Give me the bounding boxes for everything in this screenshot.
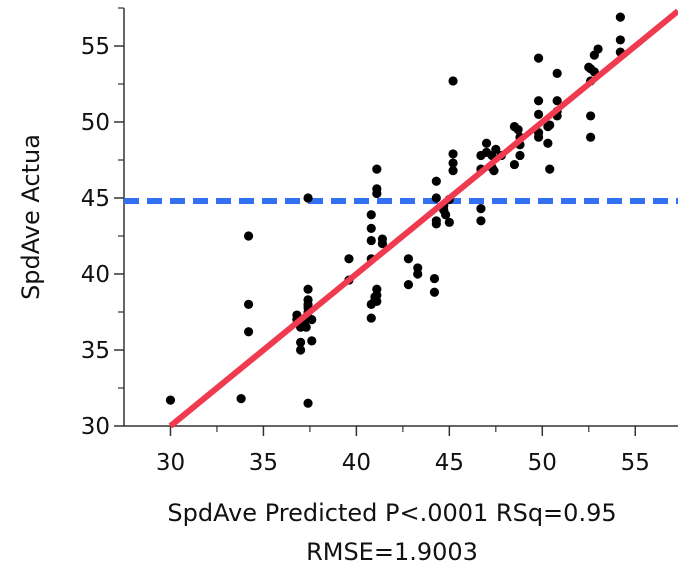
data-point xyxy=(344,254,354,264)
data-point xyxy=(533,96,544,106)
data-point xyxy=(441,210,451,220)
x-tick-label: 45 xyxy=(435,450,464,476)
data-point xyxy=(533,53,544,63)
y-tick-label: 55 xyxy=(81,34,110,60)
data-point xyxy=(366,210,376,220)
data-point xyxy=(615,12,625,22)
data-point xyxy=(509,159,520,170)
data-point xyxy=(236,394,246,404)
x-axis-title-line1: SpdAve Predicted P<.0001 RSq=0.95 xyxy=(167,499,616,527)
data-point xyxy=(307,336,317,346)
points-layer xyxy=(165,12,625,408)
data-point xyxy=(431,219,441,229)
data-point xyxy=(586,132,596,142)
x-tick-label: 30 xyxy=(156,450,185,476)
x-tick-label: 40 xyxy=(342,450,371,476)
data-point xyxy=(593,44,603,54)
data-point xyxy=(552,68,562,78)
x-tick-label: 50 xyxy=(528,450,557,476)
y-tick-label: 50 xyxy=(81,110,110,136)
data-point xyxy=(543,138,553,148)
data-point xyxy=(303,398,313,408)
data-point xyxy=(545,164,555,174)
data-point xyxy=(489,166,499,176)
x-tick-label: 35 xyxy=(249,450,278,476)
data-point xyxy=(431,193,441,203)
data-point xyxy=(429,287,440,297)
data-point xyxy=(165,395,176,405)
data-point xyxy=(552,96,562,106)
data-point xyxy=(615,35,625,45)
data-point xyxy=(533,132,544,142)
data-point xyxy=(403,280,414,290)
fit-line-layer xyxy=(168,8,678,429)
data-point xyxy=(403,254,414,264)
data-point xyxy=(372,164,382,174)
data-point xyxy=(301,322,311,332)
x-axis-title-line2: RMSE=1.9003 xyxy=(306,538,478,566)
data-point xyxy=(444,217,454,227)
data-point xyxy=(243,327,254,337)
data-point xyxy=(491,144,501,154)
data-point xyxy=(476,204,486,214)
data-point xyxy=(515,150,525,161)
data-point xyxy=(448,158,458,168)
data-point xyxy=(303,193,313,203)
data-point xyxy=(413,269,423,279)
data-point xyxy=(545,120,555,130)
data-point xyxy=(366,235,376,246)
data-point xyxy=(296,337,306,347)
y-tick-label: 45 xyxy=(81,186,110,212)
data-point xyxy=(303,284,313,294)
fit-line xyxy=(168,8,678,429)
data-point xyxy=(372,296,382,306)
y-tick-label: 35 xyxy=(81,338,110,364)
data-point xyxy=(372,188,382,199)
data-point xyxy=(366,313,376,323)
data-point xyxy=(586,111,596,121)
x-tick-label: 55 xyxy=(621,450,650,476)
data-point xyxy=(366,223,376,233)
data-point xyxy=(533,109,544,119)
data-point xyxy=(448,149,458,159)
y-tick-label: 40 xyxy=(81,262,110,288)
data-point xyxy=(513,125,523,135)
data-point xyxy=(476,216,486,226)
data-point xyxy=(481,138,492,148)
data-point xyxy=(307,315,317,325)
data-point xyxy=(431,176,441,186)
x-axis-ticks: 30 35 40 45 50 55 xyxy=(156,426,650,476)
y-axis-title: SpdAve Actua xyxy=(17,134,45,300)
data-point xyxy=(243,231,254,241)
data-point xyxy=(448,76,458,86)
data-point xyxy=(296,345,306,355)
y-tick-label: 30 xyxy=(81,414,110,440)
data-point xyxy=(243,299,254,309)
data-point xyxy=(377,239,388,249)
y-axis-ticks: 30 35 40 45 50 55 xyxy=(81,7,124,440)
data-point xyxy=(429,273,440,284)
data-point xyxy=(448,166,458,176)
